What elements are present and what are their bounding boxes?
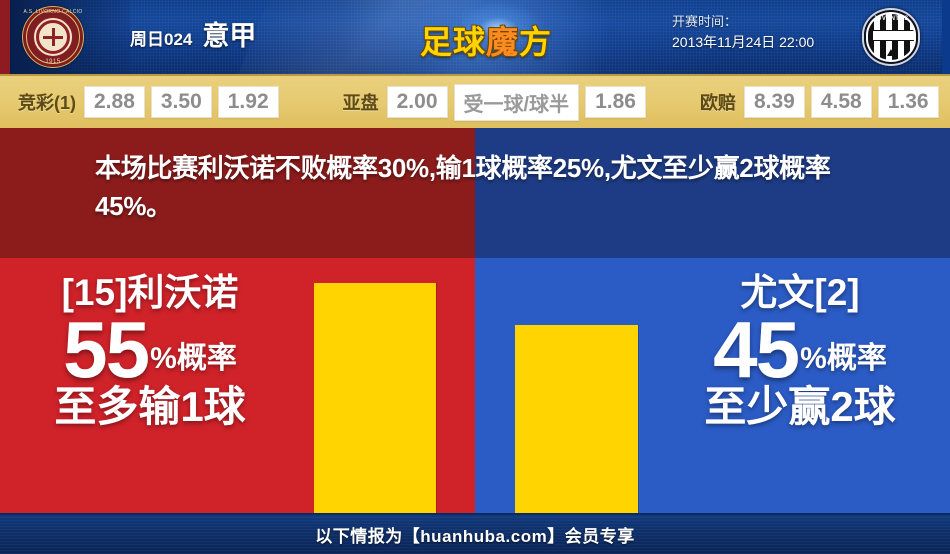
odds-group-asian: 亚盘 2.00 受一球/球半 1.86	[342, 83, 652, 121]
site-logo-text: 足球魔方	[419, 24, 553, 60]
home-team-name: [15]利沃诺	[61, 272, 239, 313]
right-blue-edge	[942, 0, 950, 74]
home-team-crest-icon: A.S. LIVORNO CALCIO 1915	[22, 6, 84, 68]
summary-band-right	[475, 128, 950, 258]
kickoff-info: 开赛时间： 2013年11月24日 22:00	[672, 12, 814, 54]
away-percent-row: 45 %概率	[650, 305, 950, 394]
odds-value-european-home[interactable]: 8.39	[743, 86, 805, 118]
home-team-block: [15]利沃诺 55 %概率 至多输1球	[0, 258, 300, 513]
left-red-edge	[0, 0, 10, 74]
footer-bar: 以下情报为【huanhuba.com】会员专享	[0, 513, 950, 554]
match-title: 周日024 意甲	[130, 14, 256, 53]
home-outcome-label: 至多输1球	[54, 382, 246, 430]
home-percent-row: 55 %概率	[0, 305, 300, 394]
match-round-label: 周日024	[130, 30, 193, 49]
odds-group-european: 欧赔 8.39 4.58 1.36	[700, 86, 945, 118]
crest-club-name: A.S. LIVORNO CALCIO	[23, 9, 83, 15]
summary-band-left	[0, 128, 475, 258]
juve-star-icon	[887, 49, 895, 56]
odds-label-asian: 亚盘	[342, 93, 379, 113]
juve-band	[873, 30, 914, 41]
kickoff-value: 2013年11月24日 22:00	[672, 34, 815, 51]
odds-group-jingcai: 竞彩(1) 2.88 3.50 1.92	[18, 86, 285, 118]
odds-label-european: 欧赔	[699, 93, 736, 113]
match-league-label: 意甲	[202, 21, 257, 51]
odds-value-asian-home[interactable]: 2.00	[386, 86, 448, 118]
crest-monogram	[36, 20, 70, 54]
footer-membership-text: 以下情报为【huanhuba.com】会员专享	[315, 527, 635, 546]
site-logo-highlight-char: 魔	[485, 24, 519, 60]
away-outcome-label: 至少赢2球	[704, 382, 896, 430]
site-logo[interactable]: 足球魔方	[412, 0, 560, 68]
home-probability-bar	[314, 283, 436, 513]
home-percent-value: 55	[63, 305, 150, 394]
away-team-crest-icon: JUVENTUS	[862, 8, 920, 66]
footer-texture	[0, 515, 950, 554]
odds-value-european-draw[interactable]: 4.58	[810, 86, 872, 118]
summary-band: 本场比赛利沃诺不败概率30%,输1球概率25%,尤文至少赢2球概率45%。	[0, 128, 950, 258]
juve-wordmark: JUVENTUS	[873, 16, 909, 22]
odds-value-jingcai-away[interactable]: 1.92	[217, 86, 279, 118]
crest-ring-inner	[26, 10, 80, 64]
away-team-name: 尤文[2]	[740, 272, 860, 313]
away-probability-bar	[515, 325, 638, 513]
odds-value-jingcai-home[interactable]: 2.88	[84, 86, 145, 118]
away-percent-suffix: %概率	[800, 341, 887, 375]
odds-bar: 竞彩(1) 2.88 3.50 1.92 亚盘 2.00 受一球/球半 1.86…	[0, 74, 950, 128]
odds-value-european-away[interactable]: 1.36	[877, 86, 939, 118]
odds-value-jingcai-draw[interactable]: 3.50	[150, 86, 212, 118]
crest-founded-year: 1915	[45, 59, 61, 65]
away-team-block: 尤文[2] 45 %概率 至少赢2球	[650, 258, 950, 513]
probability-chart: [15]利沃诺 55 %概率 至多输1球 尤文[2] 45 %概率 至少赢2球	[0, 258, 950, 513]
odds-value-asian-handicap[interactable]: 受一球/球半	[453, 83, 580, 121]
summary-text: 本场比赛利沃诺不败概率30%,输1球概率25%,尤文至少赢2球概率45%。	[95, 153, 831, 221]
away-percent-value: 45	[713, 305, 800, 394]
odds-label-jingcai: 竞彩(1)	[18, 93, 76, 113]
header-bar: A.S. LIVORNO CALCIO 1915 周日024 意甲 足球魔方 开…	[0, 0, 950, 74]
odds-value-asian-away[interactable]: 1.86	[585, 86, 646, 118]
kickoff-label: 开赛时间：	[672, 14, 738, 29]
home-percent-suffix: %概率	[150, 341, 237, 375]
